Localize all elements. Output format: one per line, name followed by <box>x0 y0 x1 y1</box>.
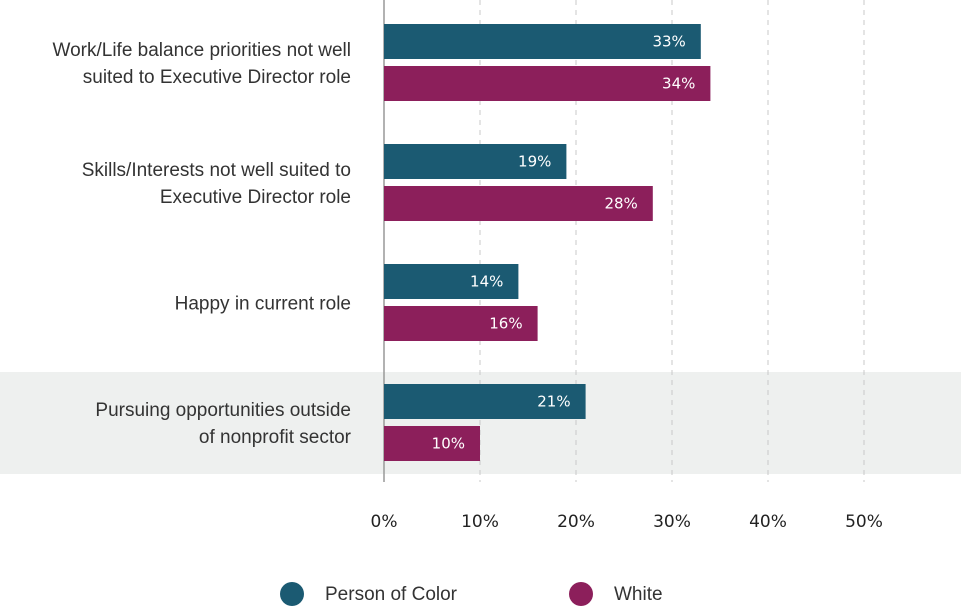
x-tick-label: 50% <box>845 512 883 532</box>
data-label: 33% <box>652 33 685 51</box>
x-tick-label: 10% <box>461 512 499 532</box>
data-label: 21% <box>537 393 570 411</box>
x-tick-label: 0% <box>371 512 398 532</box>
legend-swatch <box>569 582 593 606</box>
category-label: Pursuing opportunities outside <box>95 400 351 421</box>
category-label: Work/Life balance priorities not well <box>52 40 351 61</box>
category-label: Skills/Interests not well suited to <box>82 160 351 181</box>
data-label: 19% <box>518 153 551 171</box>
x-tick-label: 30% <box>653 512 691 532</box>
data-label: 16% <box>489 315 522 333</box>
data-label: 28% <box>604 195 637 213</box>
data-label: 10% <box>432 435 465 453</box>
legend-label: Person of Color <box>325 584 458 605</box>
category-label: suited to Executive Director role <box>83 67 351 88</box>
category-label: Executive Director role <box>160 187 351 208</box>
legend-label: White <box>614 584 663 605</box>
category-label: of nonprofit sector <box>199 427 352 448</box>
legend-swatch <box>280 582 304 606</box>
x-tick-label: 20% <box>557 512 595 532</box>
data-label: 14% <box>470 273 503 291</box>
x-tick-label: 40% <box>749 512 787 532</box>
data-label: 34% <box>662 75 695 93</box>
legend: Person of Color White <box>280 582 663 606</box>
category-label: Happy in current role <box>175 294 351 315</box>
